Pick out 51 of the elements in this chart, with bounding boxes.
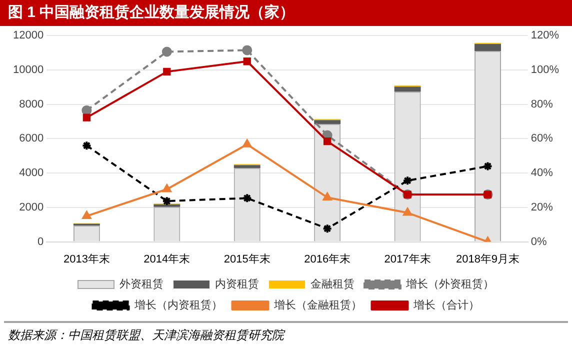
x-tick-label: 2017年末	[384, 252, 431, 266]
point	[162, 184, 172, 192]
point	[243, 58, 251, 66]
point	[242, 193, 252, 204]
x-tick-label: 2013年末	[63, 252, 110, 266]
bar	[314, 120, 341, 124]
point	[324, 137, 332, 146]
legend-label: 外资租赁	[120, 278, 164, 291]
y-tick-label: 12000	[12, 30, 44, 42]
point	[162, 196, 172, 206]
chart-title: 图 1 中国融资租赁企业数量发展情况（家）	[0, 0, 572, 26]
y-tick-label: 10000	[12, 64, 44, 76]
y2-tick-label: 40%	[530, 167, 554, 180]
source-note: 数据来源：中国租赁联盟、天津滨海融资租赁研究院	[4, 323, 568, 348]
y2-tick-label: 80%	[530, 98, 554, 110]
legend-label: 增长（外资租赁）	[405, 278, 494, 291]
y-tick-label: 6000	[19, 132, 44, 145]
point	[403, 208, 412, 216]
legend-label: 增长（合计）	[412, 298, 480, 312]
bar	[234, 165, 260, 168]
y-tick-label: 4000	[19, 167, 44, 180]
x-tick-label: 2016年末	[304, 252, 351, 266]
legend-label: 内资租赁	[215, 278, 259, 291]
point	[482, 161, 493, 172]
y2-tick-label: 20%	[530, 201, 554, 214]
y-tick-label: 2000	[19, 201, 44, 214]
point	[162, 46, 172, 57]
legend-label: 增长（金融租赁）	[272, 298, 362, 312]
point	[242, 45, 252, 56]
bar	[154, 204, 180, 207]
point	[82, 114, 91, 122]
y2-tick-label: 0%	[530, 236, 547, 248]
point	[82, 140, 92, 151]
x-tick-label: 2014年末	[144, 252, 190, 266]
legend-label: 增长（内资租赁）	[133, 298, 222, 312]
bar	[394, 86, 421, 92]
y2-tick-label: 120%	[530, 30, 560, 42]
y2-tick-label: 100%	[530, 64, 560, 76]
x-tick-label: 2018年9月末	[456, 252, 520, 266]
y-tick-label: 0	[37, 236, 44, 248]
y2-tick-label: 60%	[530, 132, 554, 145]
point	[82, 211, 92, 220]
point	[402, 176, 413, 186]
point	[163, 68, 171, 76]
bar	[474, 44, 501, 52]
y-tick-label: 8000	[19, 98, 44, 110]
point	[242, 139, 252, 148]
point	[322, 192, 332, 200]
legend-label: 金融租赁	[310, 278, 354, 291]
point	[322, 224, 332, 234]
x-tick-label: 2015年末	[224, 252, 270, 266]
